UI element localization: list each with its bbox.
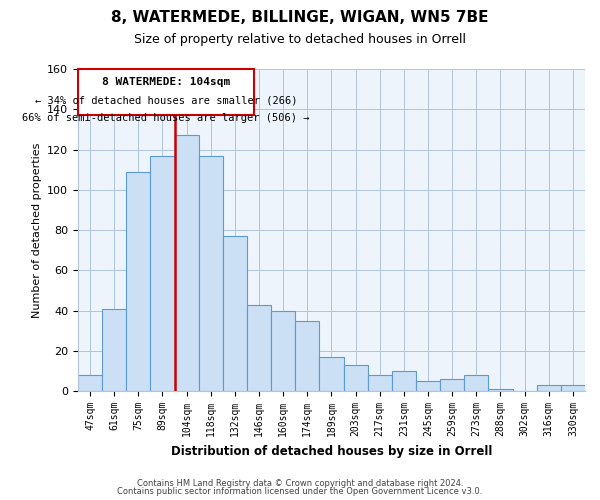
Bar (295, 320, 319, 391)
Text: Contains public sector information licensed under the Open Government Licence v3: Contains public sector information licen… (118, 487, 482, 496)
Text: 8, WATERMEDE, BILLINGE, WIGAN, WN5 7BE: 8, WATERMEDE, BILLINGE, WIGAN, WN5 7BE (111, 10, 489, 25)
Bar (319, 357, 344, 391)
Text: ← 34% of detached houses are smaller (266): ← 34% of detached houses are smaller (26… (35, 95, 298, 105)
Bar (223, 236, 247, 391)
Bar (126, 172, 151, 391)
Bar (344, 365, 368, 391)
Bar (151, 156, 175, 391)
Bar (271, 310, 295, 391)
Text: Size of property relative to detached houses in Orrell: Size of property relative to detached ho… (134, 32, 466, 46)
Bar (440, 379, 464, 391)
Bar (102, 308, 126, 391)
Text: 66% of semi-detached houses are larger (506) →: 66% of semi-detached houses are larger (… (22, 114, 310, 124)
Bar (392, 371, 416, 391)
Text: 8 WATERMEDE: 104sqm: 8 WATERMEDE: 104sqm (102, 77, 230, 87)
Bar (561, 385, 585, 391)
Bar (368, 375, 392, 391)
Bar (488, 389, 512, 391)
Y-axis label: Number of detached properties: Number of detached properties (32, 142, 41, 318)
Bar (78, 375, 102, 391)
Bar (537, 385, 561, 391)
FancyBboxPatch shape (78, 69, 254, 116)
Bar (175, 136, 199, 391)
X-axis label: Distribution of detached houses by size in Orrell: Distribution of detached houses by size … (171, 444, 492, 458)
Bar (247, 304, 271, 391)
Text: Contains HM Land Registry data © Crown copyright and database right 2024.: Contains HM Land Registry data © Crown c… (137, 478, 463, 488)
Bar (464, 375, 488, 391)
Bar (416, 381, 440, 391)
Bar (199, 156, 223, 391)
